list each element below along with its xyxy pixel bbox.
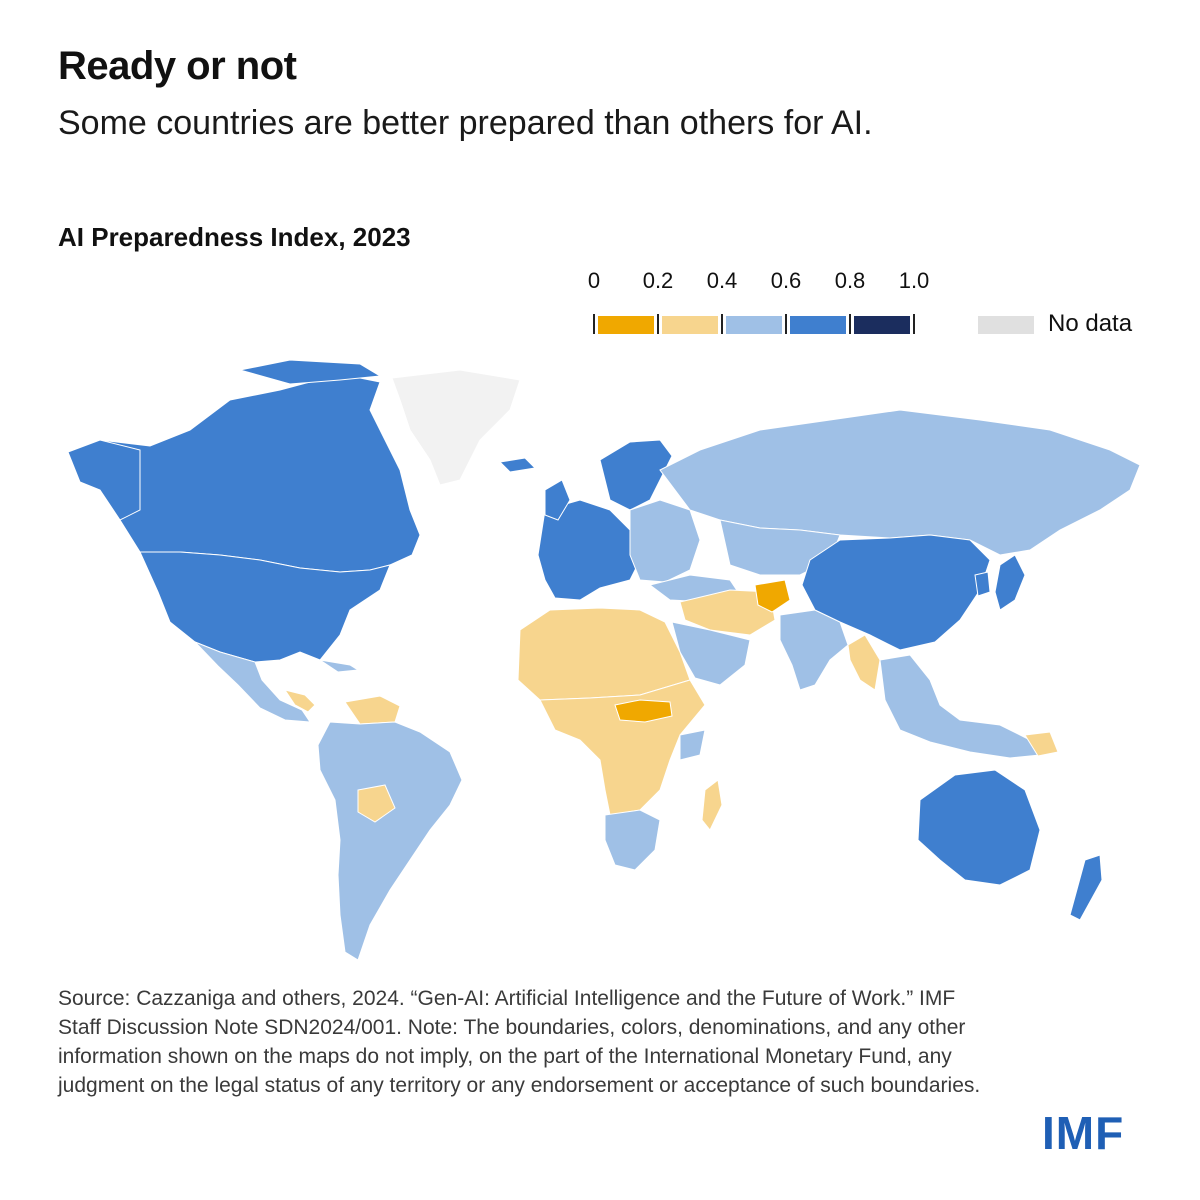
legend-tick-label-1: 0.2 [642,268,674,293]
region-china [801,534,991,651]
region-scandinavia [599,439,673,511]
legend-tick-mark-3 [785,314,787,334]
region-myanmar-thailand [847,634,881,691]
region-arabia [671,621,751,686]
region-southeast-asia [879,654,1041,759]
legend-tick-label-4: 0.8 [834,268,866,293]
region-southern-africa [604,809,661,871]
legend-swatch-0 [598,316,654,334]
legend-tick-mark-5 [913,314,915,334]
region-car-south-sudan [614,699,673,723]
region-india [779,609,849,691]
region-afghanistan [754,579,791,613]
chart-title: AI Preparedness Index, 2023 [58,222,411,252]
region-uk [544,479,571,521]
no-data-swatch [978,316,1034,334]
page-title: Ready or not [58,44,297,88]
region-south-america [317,721,463,961]
region-alaska [67,439,141,521]
region-canada-islands [239,360,382,385]
region-caribbean [319,659,360,673]
legend-swatch-1 [662,316,718,334]
legend-tick-mark-4 [849,314,851,334]
region-bolivia [357,784,396,823]
legend-tick-label-2: 0.4 [706,268,738,293]
page-subtitle: Some countries are better prepared than … [58,104,873,142]
source-note: Source: Cazzaniga and others, 2024. “Gen… [58,987,981,1097]
legend-tick-mark-1 [657,314,659,334]
legend-tick-mark-2 [721,314,723,334]
legend-tick-label-0: 0 [587,268,601,293]
region-western-europe [537,499,641,601]
legend-tick-mark-0 [593,314,595,334]
region-iceland [498,457,537,473]
region-central-america [283,689,316,713]
legend-swatch-2 [726,316,782,334]
legend-swatch-3 [790,316,846,334]
legend-tick-label-5: 1.0 [898,268,930,293]
legend-swatch-4 [854,316,910,334]
region-australia [917,769,1041,886]
region-mexico [194,641,311,723]
region-north-africa [517,607,691,701]
color-legend: 0 0.2 0.4 0.6 0.8 1.0 [586,264,986,344]
region-madagascar [701,779,723,831]
region-new-zealand [1069,854,1103,921]
region-iran-iraq [679,589,776,636]
region-korea [974,571,991,597]
world-map [67,360,1141,961]
legend-tick-label-3: 0.6 [770,268,802,293]
region-eastern-europe [629,499,701,583]
region-east-africa [679,729,706,761]
region-greenland [391,369,521,486]
region-papua [1024,731,1059,757]
imf-logo: IMF [1042,1107,1125,1159]
region-venezuela [344,695,401,725]
no-data-label: No data [1048,310,1133,337]
region-japan [994,554,1026,611]
